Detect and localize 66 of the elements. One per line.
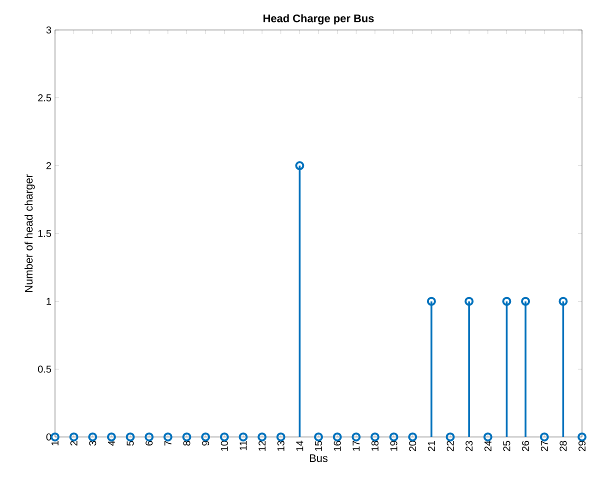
point xyxy=(106,432,116,442)
x-tick-label: 26 xyxy=(522,440,530,452)
point xyxy=(370,432,380,442)
x-tick-label: 6 xyxy=(146,440,153,446)
x-tick-label: 2 xyxy=(70,441,78,446)
x-tick-label: 17 xyxy=(352,441,360,451)
point xyxy=(389,432,398,442)
point xyxy=(540,432,549,442)
point xyxy=(276,432,286,442)
x-tick-label: 29 xyxy=(578,440,586,452)
x-tick-label: 9 xyxy=(202,440,210,446)
y-tick-label: 1 xyxy=(46,298,52,305)
y-tick-label: 0.5 xyxy=(38,366,52,373)
x-tick-label: 7 xyxy=(164,441,172,446)
x-tick-label: 1 xyxy=(52,440,58,446)
point xyxy=(483,432,492,442)
point xyxy=(144,432,154,442)
point xyxy=(126,432,135,442)
point xyxy=(408,432,418,442)
x-tick-label: 25 xyxy=(503,440,510,452)
x-tick-label: 18 xyxy=(371,440,378,451)
y-tick-label: 0 xyxy=(46,433,52,441)
x-tick-label: 13 xyxy=(277,440,284,451)
point xyxy=(88,432,98,442)
x-tick-label: 28 xyxy=(560,440,567,452)
x-tick-label: 12 xyxy=(258,441,266,451)
point xyxy=(521,296,530,306)
x-tick-label: 20 xyxy=(409,440,416,452)
x-tick-label: 4 xyxy=(108,440,115,446)
x-tick-label: 8 xyxy=(183,440,190,446)
y-tick-label: 2 xyxy=(46,162,51,170)
y-axis-title: Number of head charger xyxy=(24,174,35,292)
point xyxy=(182,432,192,442)
x-tick-label: 14 xyxy=(296,440,304,451)
x-tick-label: 16 xyxy=(334,440,341,451)
point xyxy=(201,432,210,442)
point xyxy=(258,432,267,442)
x-axis-title: Bus xyxy=(310,454,328,462)
x-tick-label: 10 xyxy=(220,440,228,451)
x-tick-label: 23 xyxy=(466,440,473,452)
y-tick-label: 3 xyxy=(46,26,52,34)
x-tick-label: 21 xyxy=(428,440,435,452)
x-tick-label: 3 xyxy=(89,440,96,446)
point xyxy=(314,432,324,442)
x-tick-label: 22 xyxy=(446,441,454,452)
x-tick-label: 11 xyxy=(240,440,247,450)
x-tick-label: 27 xyxy=(540,441,548,452)
y-tick-label: 1.5 xyxy=(38,230,52,237)
point xyxy=(464,296,474,306)
point xyxy=(163,432,172,442)
point xyxy=(332,432,342,442)
point xyxy=(220,432,229,442)
y-tick-label: 2.5 xyxy=(38,94,52,102)
point xyxy=(446,432,455,442)
point xyxy=(295,161,304,170)
x-tick-label: 5 xyxy=(126,440,134,446)
x-tick-label: 15 xyxy=(315,440,322,451)
point xyxy=(352,432,361,442)
x-tick-label: 19 xyxy=(390,440,398,451)
x-tick-label: 24 xyxy=(484,440,492,452)
point xyxy=(426,296,436,306)
point xyxy=(69,432,78,442)
point xyxy=(558,296,568,306)
chart-title: Head Charge per Bus xyxy=(264,14,374,24)
point xyxy=(238,432,248,442)
point xyxy=(502,296,512,306)
